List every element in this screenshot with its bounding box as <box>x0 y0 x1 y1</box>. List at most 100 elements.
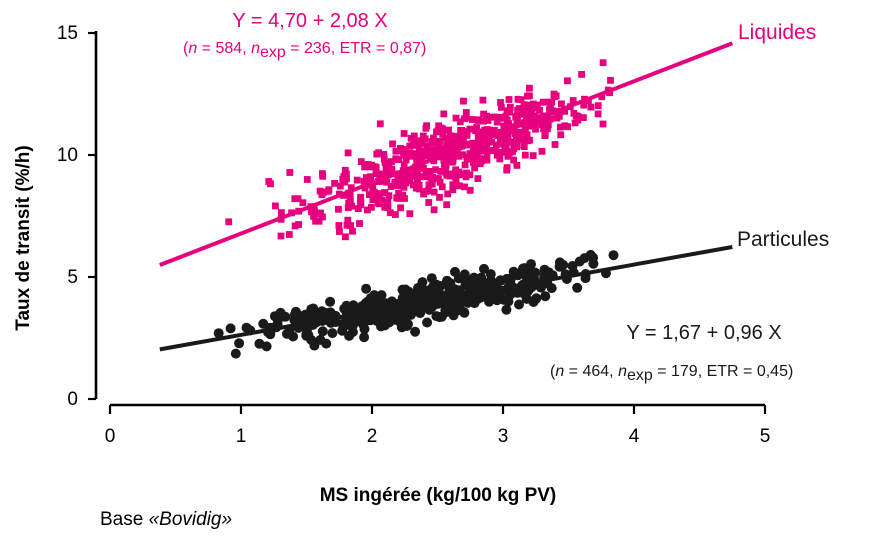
liquides-point <box>299 199 307 207</box>
liquides-point <box>335 205 342 213</box>
liquides-point <box>503 164 511 171</box>
liquides-point <box>452 132 460 140</box>
y-axis-title: Taux de transit (%/h) <box>13 145 34 330</box>
particules-point <box>376 290 387 301</box>
particules-point <box>290 306 301 317</box>
liquides-point <box>400 183 408 191</box>
x-tick-label: 0 <box>105 426 116 447</box>
x-tick-label: 5 <box>760 426 771 447</box>
liquides-point <box>460 135 467 142</box>
liquides-point <box>551 93 558 101</box>
liquides-point <box>463 131 471 139</box>
liquides-point <box>516 128 523 136</box>
liquides-point <box>443 201 451 209</box>
liquides-point <box>594 110 602 118</box>
liquides-point <box>286 169 294 176</box>
particules-point <box>230 348 241 359</box>
liquides-point <box>396 182 403 190</box>
liquides-point <box>357 199 365 206</box>
liquides-point <box>426 168 434 175</box>
liquides-point <box>389 140 396 148</box>
liquides-point <box>423 122 430 130</box>
liquides-point <box>520 135 528 143</box>
liquides-point <box>413 157 421 164</box>
liquides-point <box>512 113 520 121</box>
liquides-point <box>404 177 411 184</box>
liquides-point <box>388 165 396 173</box>
particules-point <box>508 266 519 277</box>
y-tick-label: 5 <box>67 267 78 288</box>
liquides-point <box>319 170 326 177</box>
liquides-point <box>531 119 539 127</box>
liquides-point <box>460 97 467 105</box>
liquides-point <box>353 176 361 184</box>
particules-point <box>325 296 336 307</box>
liquides-point <box>526 120 533 128</box>
liquides-point <box>580 101 588 109</box>
liquides-point <box>540 125 547 133</box>
liquides-point <box>344 216 352 224</box>
liquides-point <box>474 150 481 158</box>
liquides-point <box>526 92 533 100</box>
liquides-point <box>526 101 534 109</box>
liquides-point <box>483 150 491 157</box>
particules-point <box>460 274 471 285</box>
liquides-point <box>392 147 400 155</box>
particules-point <box>317 326 328 337</box>
liquides-point <box>341 177 349 184</box>
particules-n-value: 464 <box>582 363 609 380</box>
liquides-point <box>362 174 370 181</box>
liquides-point <box>420 165 427 172</box>
liquides-point <box>479 131 486 139</box>
particules-nexp-value: 179 <box>671 363 698 380</box>
particules-point <box>400 284 411 295</box>
particules-point <box>426 273 437 284</box>
liquides-point <box>504 152 512 160</box>
liquides-point <box>356 220 363 227</box>
liquides-point <box>564 77 571 85</box>
liquides-point <box>419 132 427 140</box>
particules-point <box>413 283 423 293</box>
liquides-point <box>446 138 454 146</box>
liquides-point <box>478 157 486 165</box>
liquides-point <box>532 125 539 133</box>
liquides-point <box>423 142 431 150</box>
liquides-point <box>482 131 490 138</box>
liquides-point-group <box>225 59 614 241</box>
liquides-point <box>458 170 466 178</box>
particules-stats: (n = 464, nexp = 179, ETR = 0,45) <box>550 363 793 384</box>
particules-point <box>558 259 569 270</box>
liquides-point <box>382 161 390 169</box>
liquides-point <box>492 141 500 149</box>
particules-point <box>395 313 406 324</box>
liquides-point <box>466 186 474 194</box>
liquides-point <box>336 228 343 235</box>
liquides-point <box>491 147 499 154</box>
liquides-point <box>442 134 450 142</box>
particules-point <box>361 283 372 294</box>
liquides-point <box>347 197 354 205</box>
liquides-point <box>430 134 437 142</box>
source-note: Base «Bovidig» <box>100 509 232 530</box>
liquides-point <box>343 221 351 229</box>
liquides-point <box>480 117 487 125</box>
liquides-point <box>452 171 459 179</box>
liquides-point <box>526 84 533 92</box>
liquides-point <box>376 120 384 128</box>
liquides-point <box>344 149 352 157</box>
liquides-etr-value: 0,87 <box>390 40 421 57</box>
liquides-point <box>521 151 529 159</box>
liquides-point <box>516 110 524 118</box>
y-tick-label: 10 <box>57 145 78 166</box>
liquides-point <box>517 96 525 104</box>
liquides-point <box>458 130 466 137</box>
liquides-point <box>278 209 285 216</box>
liquides-point <box>547 103 554 111</box>
liquides-point <box>472 127 479 135</box>
liquides-point <box>561 122 569 130</box>
particules-point <box>448 310 459 321</box>
liquides-point <box>400 161 408 169</box>
x-tick-label: 3 <box>498 426 509 447</box>
liquides-point <box>474 132 482 140</box>
liquides-point <box>434 151 441 158</box>
